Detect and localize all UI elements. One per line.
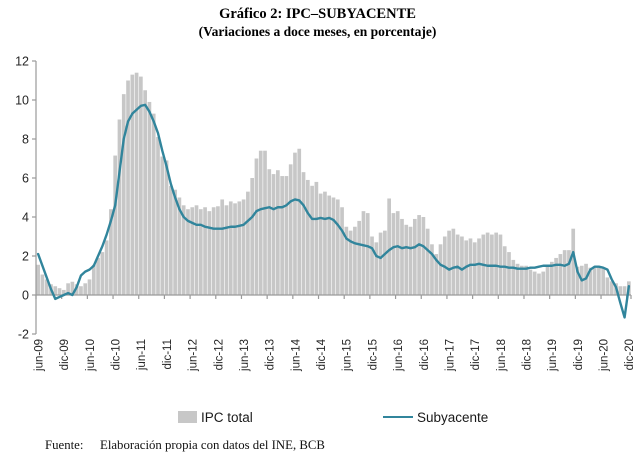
svg-text:12: 12 xyxy=(15,55,29,69)
svg-text:dic-10: dic-10 xyxy=(111,339,123,370)
svg-text:dic-13: dic-13 xyxy=(265,339,277,370)
svg-text:dic-14: dic-14 xyxy=(316,338,328,370)
svg-text:jun-11: jun-11 xyxy=(136,339,148,371)
ipc-total-swatch-icon xyxy=(178,411,197,423)
source-label: Fuente: xyxy=(45,438,84,452)
source-text: Elaboración propia con datos del INE, BC… xyxy=(100,438,325,452)
chart-titles: Gráfico 2: IPC–SUBYACENTE (Variaciones a… xyxy=(0,6,635,40)
svg-text:jun-19: jun-19 xyxy=(547,339,559,372)
subyacente-line-swatch-icon xyxy=(383,416,413,418)
chart-title: Gráfico 2: IPC–SUBYACENTE xyxy=(219,6,416,22)
svg-text:10: 10 xyxy=(15,94,29,108)
svg-text:jun-12: jun-12 xyxy=(188,339,200,372)
svg-text:6: 6 xyxy=(22,172,29,186)
svg-text:-2: -2 xyxy=(18,328,29,342)
svg-text:jun-18: jun-18 xyxy=(496,339,508,372)
svg-text:4: 4 xyxy=(22,211,29,225)
svg-text:dic-12: dic-12 xyxy=(213,339,225,370)
svg-text:jun-20: jun-20 xyxy=(599,339,611,372)
svg-text:dic-15: dic-15 xyxy=(367,339,379,370)
svg-text:dic-20: dic-20 xyxy=(624,339,635,370)
svg-text:jun-16: jun-16 xyxy=(393,339,405,372)
svg-text:dic-19: dic-19 xyxy=(573,339,585,370)
svg-text:dic-18: dic-18 xyxy=(521,339,533,370)
svg-text:8: 8 xyxy=(22,133,29,147)
svg-text:jun-10: jun-10 xyxy=(85,339,97,372)
svg-text:0: 0 xyxy=(22,289,29,303)
svg-text:jun-09: jun-09 xyxy=(34,339,46,372)
svg-text:jun-15: jun-15 xyxy=(342,339,354,372)
svg-text:dic-17: dic-17 xyxy=(470,339,482,370)
chart-subtitle: (Variaciones a doce meses, en porcentaje… xyxy=(198,24,437,39)
svg-text:2: 2 xyxy=(22,250,29,264)
svg-text:dic-11: dic-11 xyxy=(162,339,174,369)
svg-text:dic-16: dic-16 xyxy=(419,339,431,370)
source-note: Fuente: Elaboración propia con datos del… xyxy=(0,438,635,458)
svg-text:jun-13: jun-13 xyxy=(239,339,251,372)
svg-text:dic-09: dic-09 xyxy=(59,339,71,370)
legend-item-ipc-total: IPC total xyxy=(178,406,253,428)
svg-text:jun-17: jun-17 xyxy=(444,339,456,372)
svg-text:jun-14: jun-14 xyxy=(290,338,302,372)
chart-legend: IPC total Subyacente xyxy=(0,406,635,428)
ipc-subyacente-chart: -2 0 2 4 6 8 10 12 jun-09 dic-09 jun-10 dic-10 jun-1… xyxy=(15,55,635,372)
legend-label-subyacente: Subyacente xyxy=(417,409,489,425)
legend-item-subyacente: Subyacente xyxy=(383,406,488,428)
legend-label-ipc-total: IPC total xyxy=(201,409,253,425)
